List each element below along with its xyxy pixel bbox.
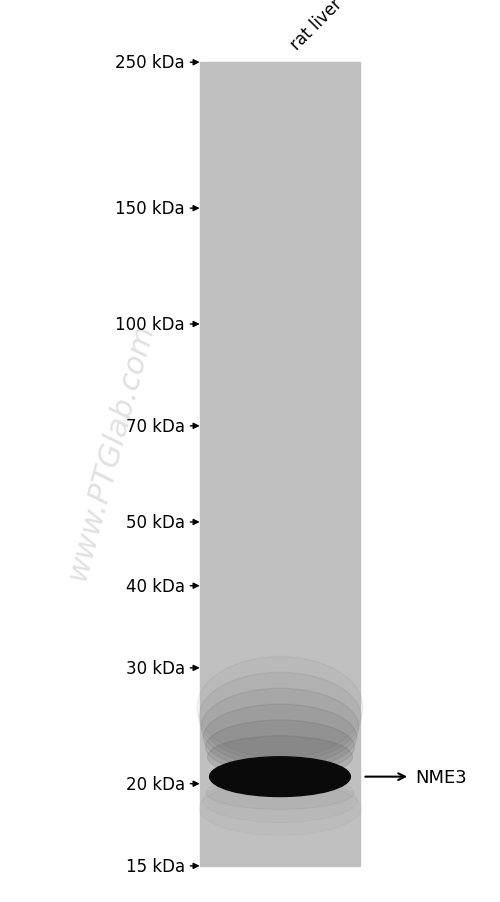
Text: 70 kDa: 70 kDa [126, 418, 185, 436]
Text: rat liver: rat liver [288, 0, 346, 54]
Text: 30 kDa: 30 kDa [126, 659, 185, 677]
Ellipse shape [202, 778, 358, 823]
Ellipse shape [206, 776, 354, 809]
Ellipse shape [199, 673, 361, 762]
Text: 40 kDa: 40 kDa [126, 577, 185, 595]
Text: 250 kDa: 250 kDa [116, 54, 185, 72]
Ellipse shape [208, 736, 352, 778]
Text: 15 kDa: 15 kDa [126, 857, 185, 875]
Text: 100 kDa: 100 kDa [116, 316, 185, 334]
Text: 150 kDa: 150 kDa [116, 200, 185, 218]
Text: 50 kDa: 50 kDa [126, 513, 185, 531]
Ellipse shape [204, 704, 356, 769]
Ellipse shape [197, 657, 363, 758]
Ellipse shape [210, 757, 350, 796]
Text: 20 kDa: 20 kDa [126, 775, 185, 793]
Text: www.PTGlab.com: www.PTGlab.com [62, 319, 158, 583]
Ellipse shape [206, 720, 354, 774]
Ellipse shape [201, 688, 359, 766]
Bar [200, 63, 360, 866]
Text: NME3: NME3 [415, 768, 467, 786]
